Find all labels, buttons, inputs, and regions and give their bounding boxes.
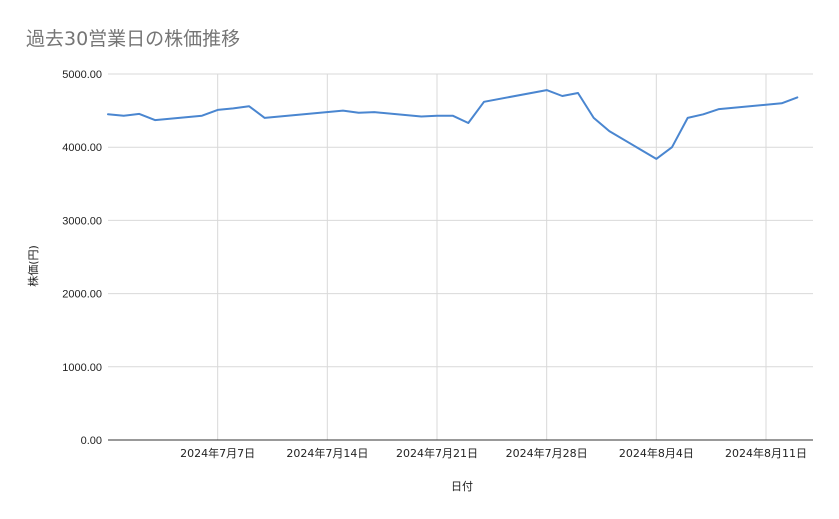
data-point: [654, 157, 658, 161]
data-point: [106, 112, 110, 116]
data-point: [200, 114, 204, 118]
x-tick-label: 2024年8月4日: [619, 446, 694, 460]
y-tick-label: 5000.00: [62, 69, 102, 81]
y-tick-label: 0.00: [81, 435, 102, 447]
x-tick-label: 2024年7月14日: [286, 446, 368, 460]
data-point: [670, 145, 674, 149]
x-tick-label: 2024年7月21日: [396, 446, 478, 460]
data-point: [121, 114, 125, 118]
data-point: [591, 116, 595, 120]
data-point: [231, 106, 235, 110]
data-point: [544, 88, 548, 92]
data-point: [215, 108, 219, 112]
data-point: [356, 111, 360, 115]
data-point: [419, 114, 423, 118]
y-tick-label: 3000.00: [62, 215, 102, 227]
y-tick-label: 4000.00: [62, 142, 102, 154]
data-point: [153, 118, 157, 122]
gridlines: [108, 73, 813, 440]
x-tick-label: 2024年7月28日: [506, 446, 588, 460]
data-point: [779, 101, 783, 105]
x-tick-label: 2024年8月11日: [725, 446, 807, 460]
y-tick-label: 2000.00: [62, 289, 102, 301]
y-axis-title: 株価(円): [26, 245, 40, 287]
series-line: [107, 89, 799, 160]
data-point: [137, 112, 141, 116]
x-tick-label: 2024年7月7日: [180, 446, 255, 460]
data-point: [341, 108, 345, 112]
chart-title: 過去30営業日の株価推移: [26, 28, 241, 50]
tick-labels: 0.00 1000.00 2000.00 3000.00 4000.00 5000.00 2…: [62, 69, 807, 460]
y-tick-label: 1000.00: [62, 362, 102, 374]
data-point: [247, 104, 251, 108]
data-point: [607, 129, 611, 133]
series-layer: [106, 88, 799, 161]
data-point: [717, 107, 721, 111]
data-point: [450, 114, 454, 118]
data-point: [576, 91, 580, 95]
data-point: [262, 116, 266, 120]
data-point: [466, 121, 470, 125]
data-point: [685, 116, 689, 120]
x-axis-title: 日付: [451, 480, 473, 493]
data-point: [560, 94, 564, 98]
data-point: [372, 110, 376, 114]
data-point: [701, 112, 705, 116]
data-point: [482, 100, 486, 104]
data-point: [795, 95, 799, 99]
data-point: [435, 114, 439, 118]
